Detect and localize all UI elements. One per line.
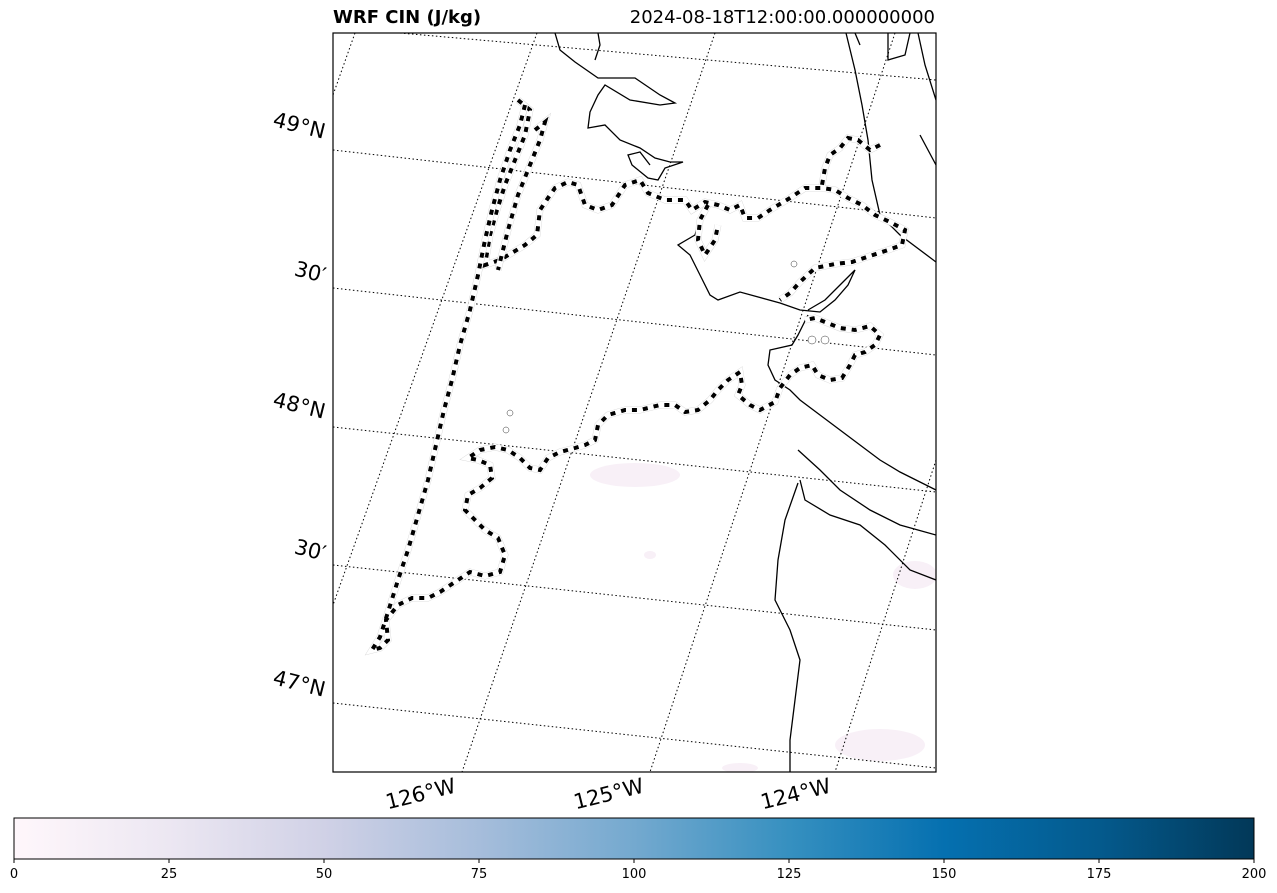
colorbar-tick-label-75: 75 — [470, 867, 488, 882]
map-frame — [332, 32, 937, 773]
contour-line — [496, 116, 549, 271]
colorbar-tick-label-200: 200 — [1241, 867, 1267, 882]
coastlines — [554, 33, 936, 772]
cin-shading — [590, 463, 936, 772]
colorbar-tick-label-0: 0 — [9, 867, 19, 882]
contour-line — [367, 104, 883, 654]
colorbar-tick-marks — [13, 859, 1255, 863]
map-title: WRF CIN (J/kg) — [333, 7, 482, 28]
colorbar-tick-label-125: 125 — [776, 867, 802, 882]
contour-line — [695, 204, 720, 260]
contour-line — [482, 98, 908, 302]
contour-blobs — [502, 260, 830, 434]
latitude-gridlines — [333, 33, 936, 769]
colorbar-tick-label-150: 150 — [931, 867, 957, 882]
colorbar-tick-label-175: 175 — [1086, 867, 1112, 882]
map-timestamp: 2024-08-18T12:00:00.000000000 — [629, 7, 935, 28]
colorbar-tick-label-25: 25 — [160, 867, 178, 882]
contour-line — [820, 135, 881, 186]
cin-contours — [364, 97, 909, 656]
colorbar-tick-label-100: 100 — [621, 867, 647, 882]
colorbar-tick-label-50: 50 — [315, 867, 333, 882]
colorbar-gradient — [13, 817, 1255, 860]
